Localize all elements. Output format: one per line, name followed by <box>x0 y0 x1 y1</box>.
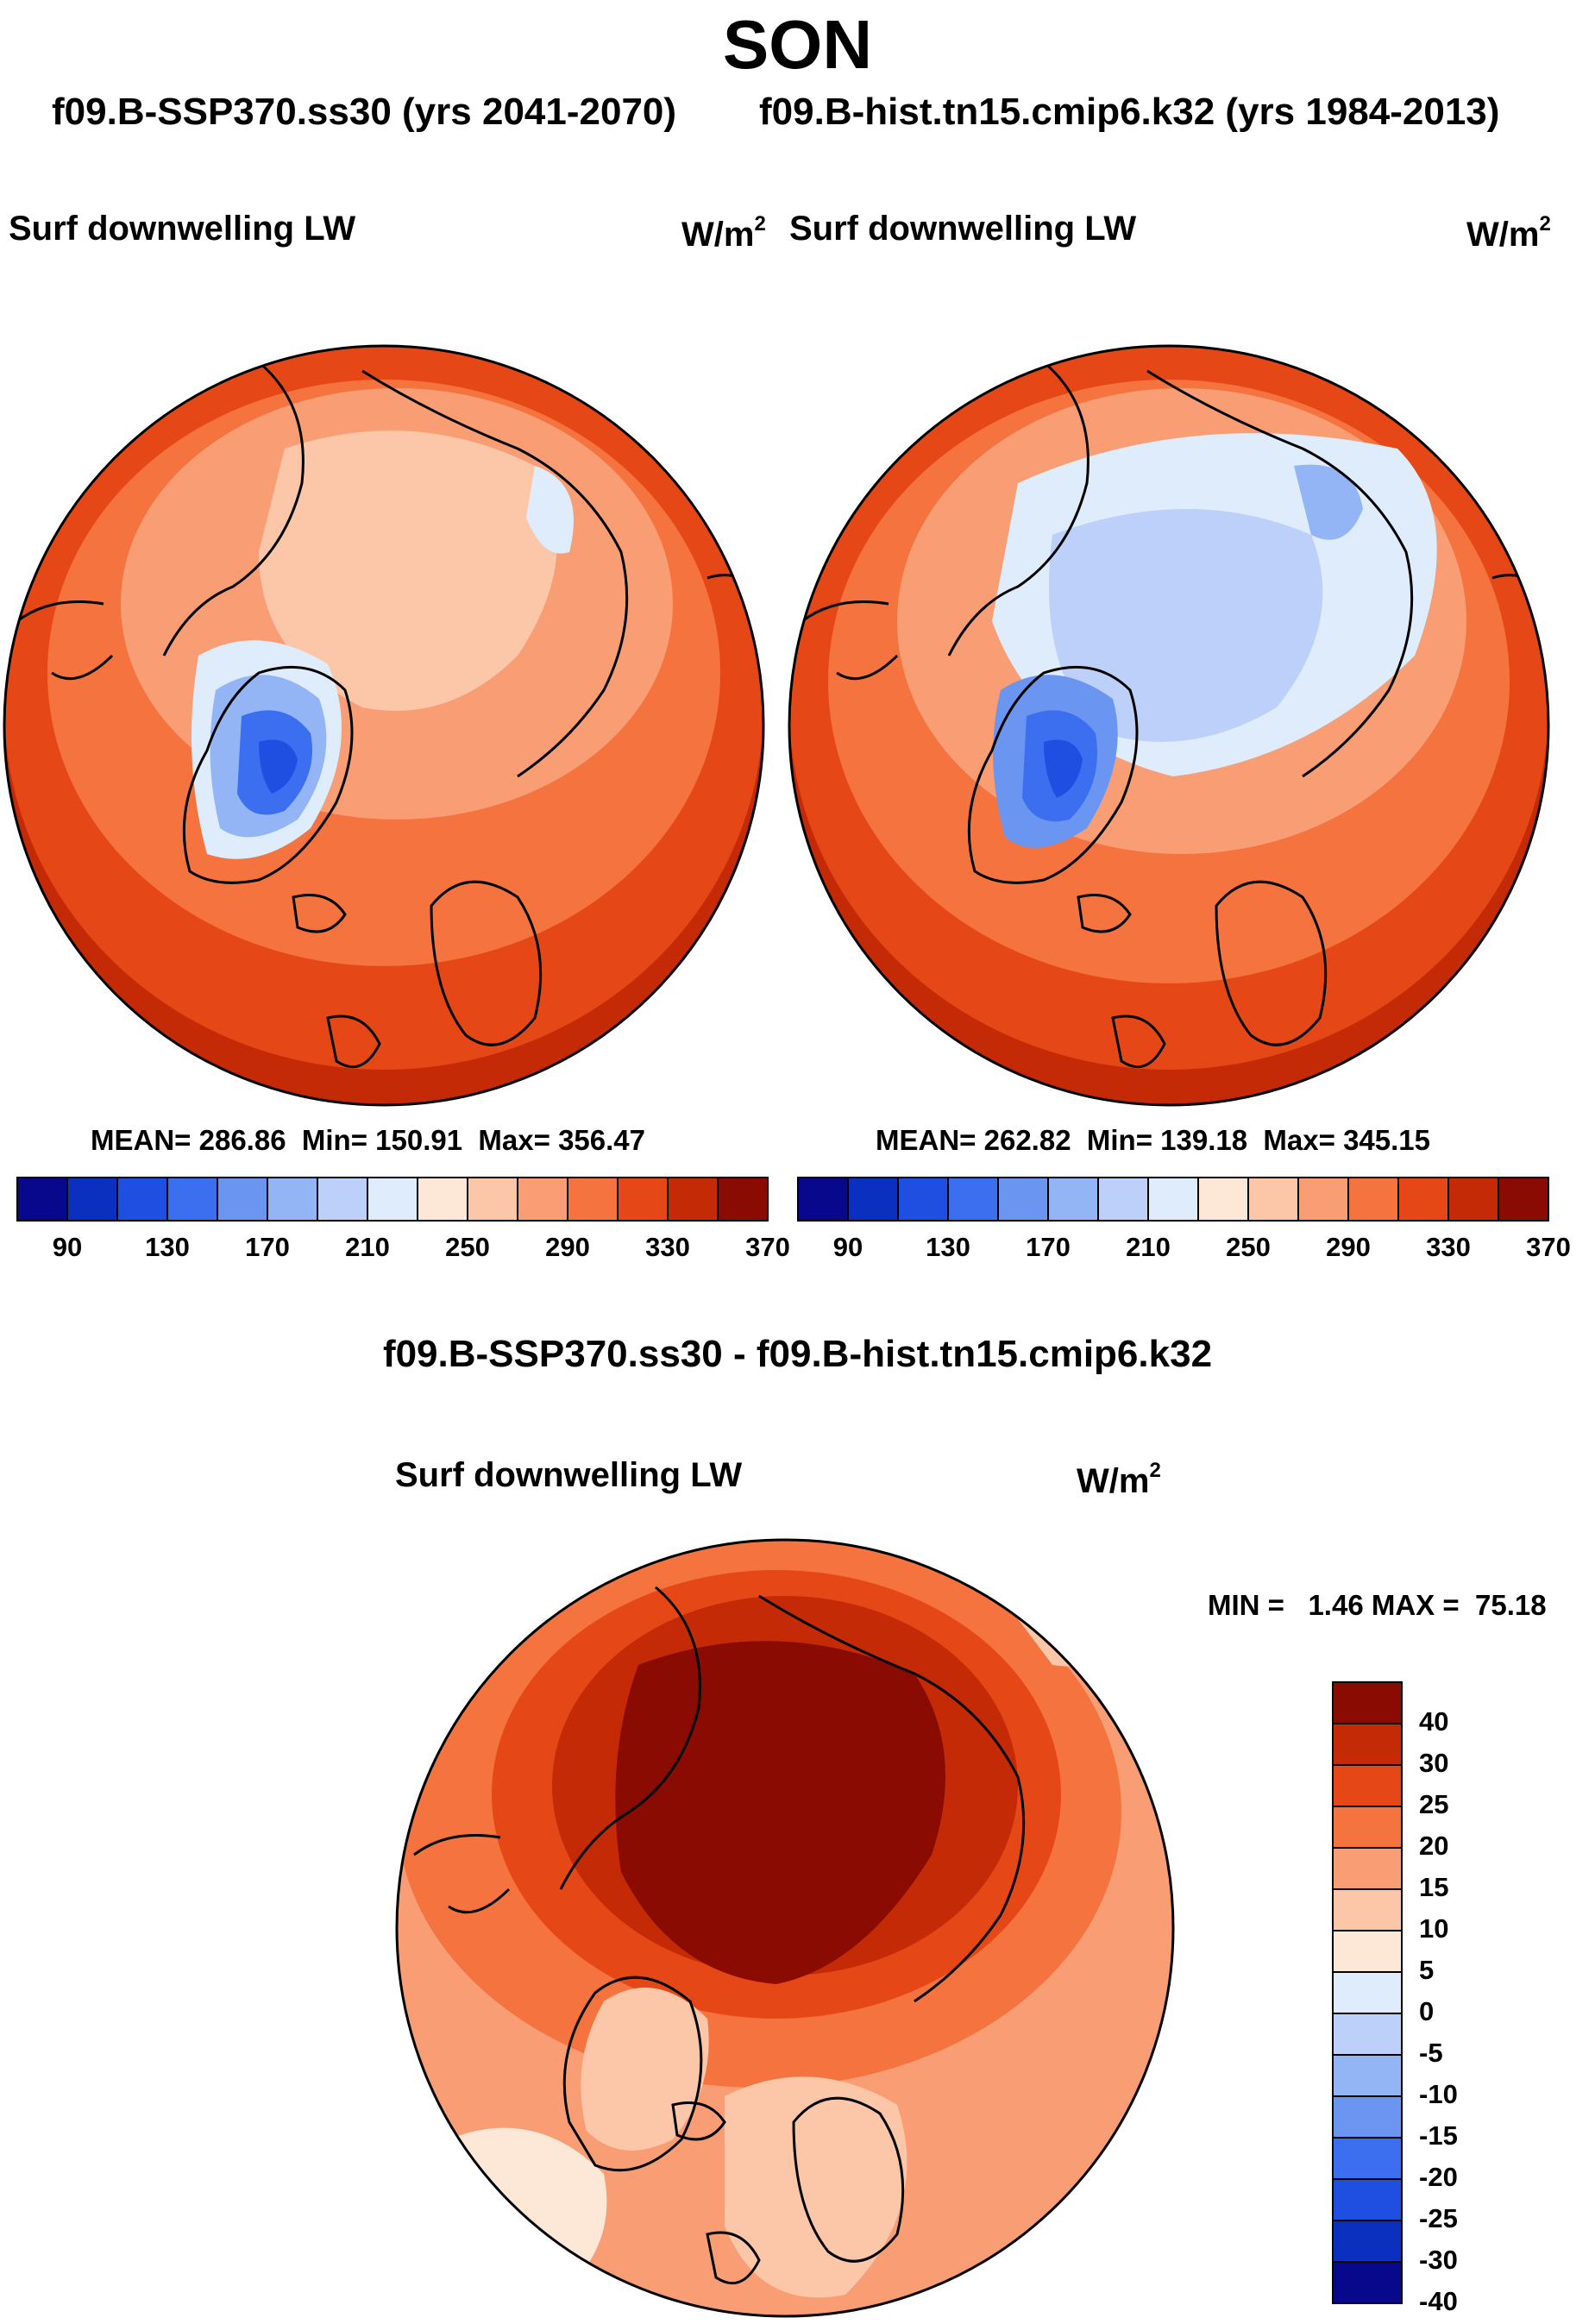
map-diff-fill <box>397 1540 1173 2316</box>
colorbar-diff-swatch <box>1332 1930 1403 1973</box>
colorbar-diff-swatch <box>1332 2054 1403 2097</box>
colorbar-right-tick-label: 290 <box>1326 1232 1371 1262</box>
colorbar-diff-swatch <box>1332 1888 1403 1931</box>
colorbar-left-tick-label: 130 <box>145 1232 190 1262</box>
map-diff-coastlines <box>413 1586 1026 2285</box>
colorbar-right-swatch <box>897 1177 949 1222</box>
colorbar-diff-tick-label: -25 <box>1419 2203 1458 2233</box>
colorbar-diff-tick-label: -20 <box>1419 2162 1458 2192</box>
diff-variable: Surf downwelling LW <box>395 1456 743 1494</box>
colorbar-right-tick-label: 250 <box>1226 1232 1271 1262</box>
map-right-coastlines <box>801 361 1545 1069</box>
diff-title: f09.B-SSP370.ss30 - f09.B-hist.tn15.cmip… <box>382 1333 1213 1375</box>
colorbar-right-swatch <box>1197 1177 1249 1222</box>
colorbar-left-tick-label: 330 <box>645 1232 690 1262</box>
colorbar-right-swatch <box>1297 1177 1349 1222</box>
colorbar-diff-tick-label: 40 <box>1419 1706 1449 1737</box>
colorbar-diff-tick-label: 15 <box>1419 1872 1449 1902</box>
map-left-fill <box>4 346 763 1105</box>
panel-right-stats: MEAN= 262.82 Min= 139.18 Max= 345.15 <box>876 1124 1430 1156</box>
colorbar-diff-tick-label: 30 <box>1419 1748 1449 1778</box>
colorbar-left <box>16 1177 769 1222</box>
colorbar-left-swatch <box>467 1177 518 1222</box>
main-title: SON <box>722 6 873 83</box>
diff-minmax: MIN = 1.46 MAX = 75.18 <box>1208 1589 1547 1621</box>
colorbar-diff-tick-label: 20 <box>1419 1831 1449 1861</box>
colorbar-diff-swatch <box>1332 1723 1403 1766</box>
colorbar-diff-swatch <box>1332 2220 1403 2263</box>
colorbar-diff-tick-label: -40 <box>1419 2286 1458 2316</box>
subtitle-experiment: f09.B-SSP370.ss30 (yrs 2041-2070) <box>52 91 677 133</box>
colorbar-right-swatch <box>1347 1177 1399 1222</box>
colorbar-left-swatch <box>667 1177 719 1222</box>
colorbar-right-tick-label: 90 <box>832 1232 863 1262</box>
colorbar-left-swatch <box>166 1177 218 1222</box>
colorbar-right-swatch <box>1498 1177 1549 1222</box>
colorbar-diff-tick-label: -10 <box>1419 2079 1458 2109</box>
colorbar-diff-swatch <box>1332 2013 1403 2056</box>
colorbar-left-swatch <box>517 1177 568 1222</box>
panel-left-variable: Surf downwelling LW <box>9 210 356 248</box>
colorbar-left-swatch <box>717 1177 769 1222</box>
colorbar-right-swatch <box>1047 1177 1099 1222</box>
colorbar-right-swatch <box>1147 1177 1199 1222</box>
panel-right-units: W/m2 <box>1466 212 1551 254</box>
colorbar-left-tick-label: 250 <box>445 1232 490 1262</box>
colorbar-diff-ticks: 40 30 25 20 15 10 5 0 -5 -10 -15 -20 -25 -30 -40 <box>1419 1682 1523 2316</box>
colorbar-right-tick-label: 210 <box>1126 1232 1171 1262</box>
colorbar-left-tick-label: 210 <box>345 1232 390 1262</box>
panel-left-stats: MEAN= 286.86 Min= 150.91 Max= 356.47 <box>91 1124 645 1156</box>
colorbar-right-swatch <box>1397 1177 1449 1222</box>
colorbar-diff-swatch <box>1332 2137 1403 2180</box>
map-right-fill <box>789 346 1548 1105</box>
colorbar-left-swatch <box>317 1177 368 1222</box>
colorbar-left-swatch <box>16 1177 68 1222</box>
colorbar-left-swatch <box>66 1177 118 1222</box>
colorbar-diff <box>1332 1681 1403 2304</box>
colorbar-diff-tick-label: -5 <box>1419 2038 1443 2068</box>
colorbar-right-swatch <box>1097 1177 1149 1222</box>
panel-left-units: W/m2 <box>681 212 766 254</box>
colorbar-left-swatch <box>617 1177 669 1222</box>
colorbar-diff-swatch <box>1332 2095 1403 2139</box>
colorbar-diff-swatch <box>1332 1971 1403 2014</box>
colorbar-left-tick-label: 170 <box>245 1232 290 1262</box>
colorbar-diff-swatch <box>1332 1847 1403 1890</box>
diff-units: W/m2 <box>1077 1459 1161 1500</box>
colorbar-right-tick-label: 130 <box>926 1232 970 1262</box>
panel-right-variable: Surf downwelling LW <box>789 210 1137 248</box>
colorbar-right-ticks: 90 130 170 210 250 290 330 370 <box>798 1232 1571 1266</box>
colorbar-diff-tick-label: 25 <box>1419 1789 1449 1819</box>
colorbar-diff-tick-label: 10 <box>1419 1913 1449 1944</box>
colorbar-left-swatch <box>367 1177 418 1222</box>
colorbar-right-tick-label: 330 <box>1426 1232 1471 1262</box>
colorbar-diff-swatch <box>1332 1681 1403 1724</box>
colorbar-diff-swatch <box>1332 2261 1403 2304</box>
subtitle-control: f09.B-hist.tn15.cmip6.k32 (yrs 1984-2013… <box>759 91 1500 133</box>
colorbar-diff-swatch <box>1332 2178 1403 2221</box>
colorbar-right-swatch <box>997 1177 1049 1222</box>
colorbar-left-tick-label: 370 <box>745 1232 790 1262</box>
colorbar-diff-swatch <box>1332 1764 1403 1807</box>
colorbar-diff-tick-label: 0 <box>1419 1996 1435 2026</box>
colorbar-diff-tick-label: 5 <box>1419 1955 1435 1985</box>
colorbar-diff-swatch <box>1332 1806 1403 1849</box>
colorbar-left-swatch <box>417 1177 468 1222</box>
colorbar-left-tick-label: 90 <box>52 1232 83 1262</box>
colorbar-right-swatch <box>947 1177 999 1222</box>
colorbar-right <box>797 1177 1549 1222</box>
colorbar-left-ticks: 90 130 170 210 250 290 330 370 <box>17 1232 790 1266</box>
colorbar-right-tick-label: 170 <box>1026 1232 1071 1262</box>
colorbar-right-tick-label: 370 <box>1526 1232 1571 1262</box>
colorbar-right-swatch <box>1447 1177 1499 1222</box>
map-left-coastlines <box>16 361 760 1069</box>
colorbar-diff-tick-label: -30 <box>1419 2245 1458 2275</box>
colorbar-left-tick-label: 290 <box>545 1232 590 1262</box>
colorbar-diff-tick-label: -15 <box>1419 2120 1458 2151</box>
